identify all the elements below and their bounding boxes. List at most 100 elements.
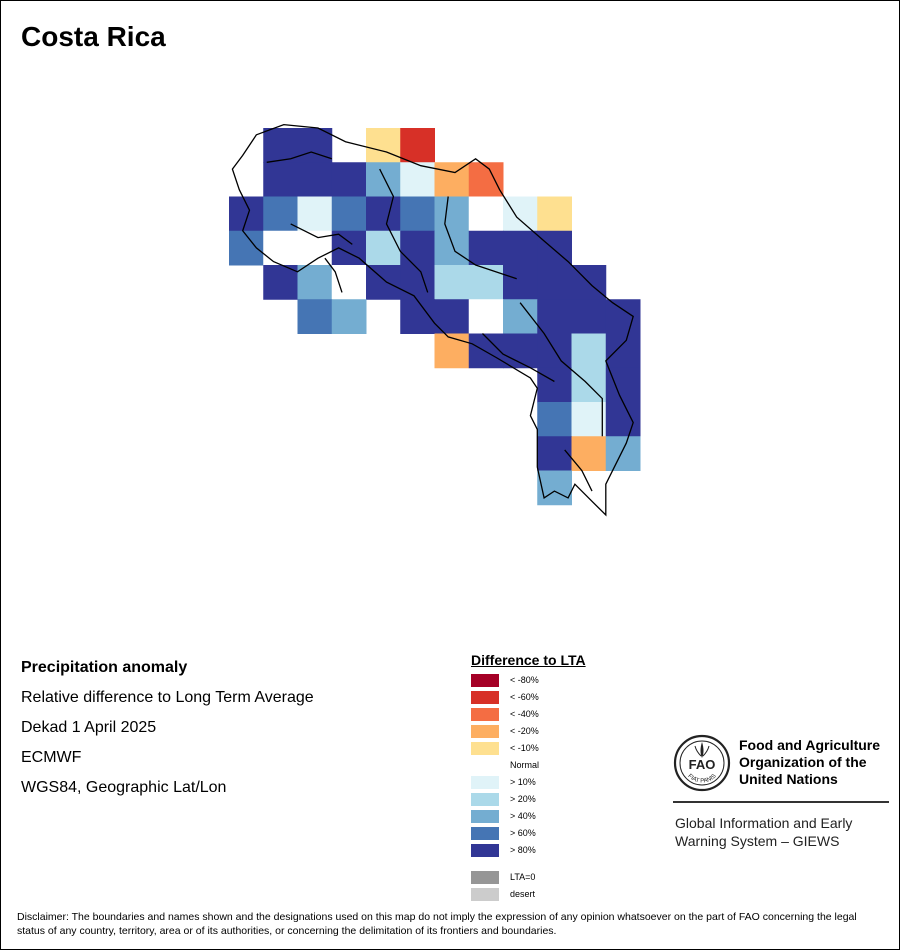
legend-label: > 40% (510, 811, 536, 821)
grid-cell (605, 299, 641, 334)
grid-cell (468, 265, 504, 300)
grid-layer (229, 128, 641, 506)
grid-cell (434, 196, 470, 232)
legend-label: > 60% (510, 828, 536, 838)
grid-cell (503, 265, 538, 300)
grid-cell (468, 299, 504, 334)
legend-swatch (471, 888, 499, 901)
fao-divider (673, 801, 889, 803)
legend-label: Normal (510, 760, 540, 770)
grid-cell (503, 299, 538, 334)
grid-cell (366, 230, 401, 266)
grid-cell (297, 265, 333, 300)
fao-logo-icon: FAO FIAT PANIS (673, 734, 731, 792)
grid-cell (434, 162, 470, 197)
legend-extra: LTA=0 desert (471, 869, 586, 903)
legend-label: < -10% (510, 743, 539, 753)
grid-cell (571, 333, 607, 369)
province-border (564, 449, 593, 492)
legend-swatch (471, 674, 499, 687)
legend-swatch (471, 742, 499, 755)
grid-cell (434, 333, 470, 369)
legend: Difference to LTA < -80% < -60% < -40% < -2… (471, 652, 586, 903)
grid-cell (503, 196, 538, 232)
legend-label: < -60% (510, 692, 539, 702)
grid-cell (537, 367, 572, 403)
province-border (519, 302, 603, 437)
grid-cell (605, 436, 641, 471)
info-line-4: WGS84, Geographic Lat/Lon (21, 779, 227, 796)
legend-swatch (471, 844, 499, 857)
legend-swatch (471, 871, 499, 884)
grid-cell (400, 230, 435, 266)
legend-item: Normal (471, 757, 586, 774)
legend-item: > 10% (471, 774, 586, 791)
grid-cell (229, 230, 264, 266)
grid-cell (263, 265, 298, 300)
grid-cell (434, 265, 470, 300)
legend-item: < -40% (471, 706, 586, 723)
grid-cell (537, 436, 572, 471)
map-area (1, 1, 899, 601)
disclaimer: Disclaimer: The boundaries and names sho… (17, 911, 857, 937)
legend-swatch (471, 725, 499, 738)
map-info: Precipitation anomaly Relative differenc… (21, 657, 314, 807)
grid-cell (468, 333, 504, 369)
legend-label: < -80% (510, 675, 539, 685)
svg-text:FIAT PANIS: FIAT PANIS (686, 773, 717, 784)
legend-swatch (471, 776, 499, 789)
info-line-1: Relative difference to Long Term Average (21, 689, 314, 706)
grid-cell (400, 265, 435, 300)
legend-swatch (471, 827, 499, 840)
grid-cell (537, 470, 572, 506)
grid-cell (366, 128, 401, 163)
province-border (290, 223, 353, 245)
fao-name: Food and Agriculture Organization of the… (739, 737, 881, 787)
grid-cell (400, 196, 435, 232)
legend-swatch (471, 708, 499, 721)
grid-cell (229, 196, 264, 232)
legend-item: LTA=0 (471, 869, 586, 886)
grid-cell (400, 162, 435, 197)
legend-swatch (471, 691, 499, 704)
grid-cell (537, 265, 572, 300)
grid-cell (468, 162, 504, 197)
legend-items: < -80% < -60% < -40% < -20% < -10% Normal > 10… (471, 672, 586, 859)
grid-cell (331, 299, 367, 334)
legend-swatch (471, 793, 499, 806)
legend-label: > 80% (510, 845, 536, 855)
info-heading: Precipitation anomaly (21, 659, 188, 676)
legend-item: < -80% (471, 672, 586, 689)
giews-name: Global Information and Early Warning Sys… (675, 815, 853, 849)
grid-cell (605, 333, 641, 369)
grid-cell (263, 230, 298, 266)
legend-item: < -60% (471, 689, 586, 706)
grid-cell (297, 299, 333, 334)
border-layer (231, 123, 634, 517)
legend-label: > 10% (510, 777, 536, 787)
legend-item: < -20% (471, 723, 586, 740)
grid-cell (263, 196, 298, 232)
grid-cell (400, 128, 435, 163)
grid-cell (571, 402, 607, 437)
legend-label: > 20% (510, 794, 536, 804)
map-title: Costa Rica (21, 21, 166, 52)
grid-cell (537, 402, 572, 437)
grid-cell (297, 196, 333, 232)
province-border (266, 151, 333, 163)
legend-item: > 20% (471, 791, 586, 808)
grid-cell (537, 299, 572, 334)
grid-cell (468, 196, 504, 232)
grid-cell (468, 230, 504, 266)
grid-cell (571, 299, 607, 334)
grid-cell (571, 436, 607, 471)
country-border (231, 123, 634, 517)
grid-cell (366, 196, 401, 232)
legend-label: desert (510, 889, 536, 899)
province-border (444, 196, 517, 280)
province-border (379, 168, 429, 293)
grid-cell (366, 162, 401, 197)
legend-label: < -40% (510, 709, 539, 719)
info-line-2: Dekad 1 April 2025 (21, 719, 157, 736)
province-border (482, 333, 555, 383)
